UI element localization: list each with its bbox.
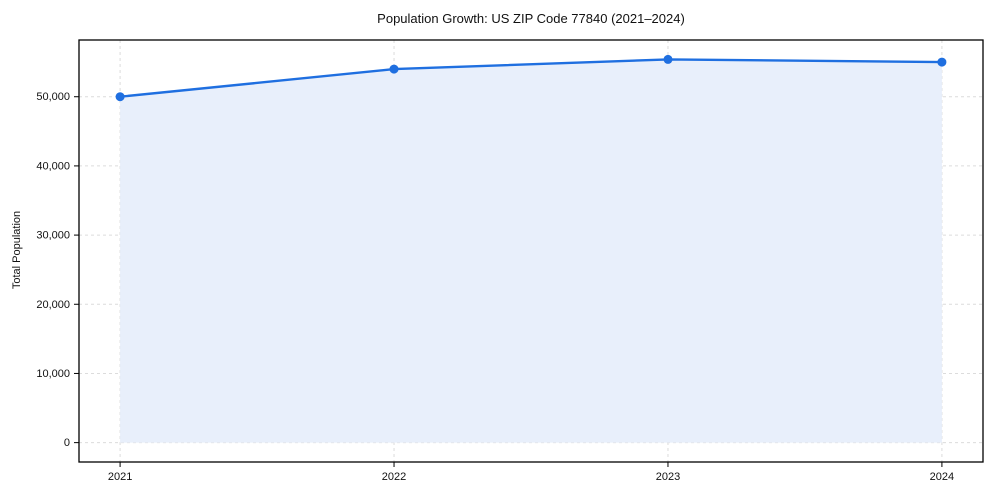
trend-line: [118, 58, 944, 98]
data-point: [115, 92, 125, 102]
y-tick-label: 40,000: [36, 160, 70, 172]
y-tick-label: 0: [64, 437, 70, 449]
data-point: [937, 57, 947, 67]
y-tick-label: 20,000: [36, 299, 70, 311]
data-point: [389, 64, 399, 74]
y-axis-label: Total Population: [11, 210, 23, 290]
plot-border: [78, 39, 984, 463]
y-tick-label: 10,000: [36, 368, 70, 380]
area-fill: [120, 59, 942, 443]
chart-title: Population Growth: US ZIP Code 77840 (20…: [377, 11, 685, 26]
x-tick-label: 2023: [656, 471, 680, 483]
data-point: [663, 54, 673, 64]
x-tick-label: 2024: [930, 471, 954, 483]
x-tick-label: 2021: [108, 471, 132, 483]
y-tick-label: 50,000: [36, 91, 70, 103]
y-tick-label: 30,000: [36, 230, 70, 242]
x-tick-label: 2022: [382, 471, 406, 483]
